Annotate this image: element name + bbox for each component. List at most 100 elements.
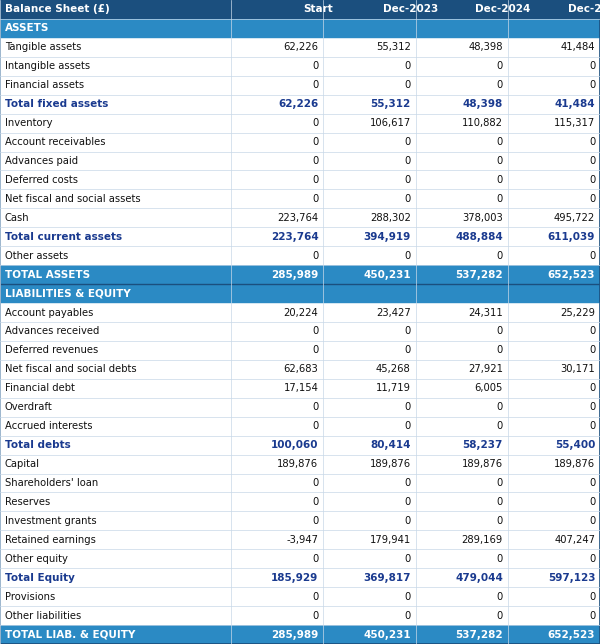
Text: 0: 0 [312,175,319,185]
Bar [323,473,416,493]
Text: 45,268: 45,268 [376,365,411,374]
Bar [323,303,416,322]
Text: 0: 0 [589,327,595,336]
Bar [231,398,323,417]
Bar [0,493,231,511]
Bar [0,625,231,644]
Bar [0,76,231,95]
Text: Balance Sheet (£): Balance Sheet (£) [5,5,110,14]
Bar [231,227,323,246]
Bar [0,209,231,227]
Bar [508,531,600,549]
Bar [508,606,600,625]
Bar [416,568,508,587]
Bar [416,322,508,341]
Text: 20,224: 20,224 [284,308,319,317]
Bar [416,265,508,284]
Bar [231,625,323,644]
Text: 450,231: 450,231 [363,630,411,639]
Text: 0: 0 [404,156,411,166]
Text: 0: 0 [497,137,503,147]
Text: 62,683: 62,683 [284,365,319,374]
Bar [508,341,600,360]
Bar [416,189,508,209]
Bar [416,379,508,398]
Text: 6,005: 6,005 [475,383,503,393]
Bar [231,76,323,95]
Text: 189,876: 189,876 [370,459,411,469]
Text: 0: 0 [312,592,319,601]
Text: 0: 0 [589,516,595,526]
Text: 11,719: 11,719 [376,383,411,393]
Bar [416,95,508,113]
Text: 0: 0 [497,156,503,166]
Text: 0: 0 [497,402,503,412]
Text: 0: 0 [312,156,319,166]
Text: Advances received: Advances received [5,327,99,336]
Bar [416,417,508,435]
Bar [231,606,323,625]
Bar [323,435,416,455]
Text: 0: 0 [497,611,503,621]
Text: Retained earnings: Retained earnings [5,535,95,545]
Bar [323,531,416,549]
Text: 189,876: 189,876 [462,459,503,469]
Bar [508,38,600,57]
Text: 41,484: 41,484 [560,43,595,52]
Bar [323,625,416,644]
Bar [0,549,231,568]
Bar [0,531,231,549]
Text: Total Equity: Total Equity [5,573,74,583]
Text: 0: 0 [404,478,411,488]
Text: Provisions: Provisions [5,592,55,601]
Text: 495,722: 495,722 [554,213,595,223]
Text: 0: 0 [312,61,319,71]
Bar [508,625,600,644]
Text: -3,947: -3,947 [286,535,319,545]
Bar [508,493,600,511]
Text: Dec-2024: Dec-2024 [475,5,530,14]
Bar [508,303,600,322]
Text: 537,282: 537,282 [455,630,503,639]
Bar [416,151,508,171]
Bar [323,113,416,133]
Text: 0: 0 [404,592,411,601]
Bar [323,133,416,151]
Text: 48,398: 48,398 [469,43,503,52]
Bar [416,0,508,19]
Text: 0: 0 [312,497,319,507]
Bar [323,360,416,379]
Text: 0: 0 [404,175,411,185]
Text: 223,764: 223,764 [271,232,319,242]
Text: 30,171: 30,171 [560,365,595,374]
Bar [508,151,600,171]
Text: Deferred revenues: Deferred revenues [5,345,98,355]
Bar [508,209,600,227]
Bar [323,171,416,189]
Text: TOTAL ASSETS: TOTAL ASSETS [5,270,90,279]
Text: Tangible assets: Tangible assets [5,43,81,52]
Bar [231,38,323,57]
Bar [323,455,416,473]
Text: 0: 0 [312,611,319,621]
Bar [0,511,231,531]
Bar [508,511,600,531]
Text: 652,523: 652,523 [548,270,595,279]
Bar [231,19,323,38]
Bar [416,587,508,606]
Bar [231,531,323,549]
Text: 27,921: 27,921 [468,365,503,374]
Text: 223,764: 223,764 [277,213,319,223]
Bar [416,76,508,95]
Text: 0: 0 [404,345,411,355]
Text: Total debts: Total debts [5,440,71,450]
Bar [416,133,508,151]
Text: Advances paid: Advances paid [5,156,78,166]
Bar [231,209,323,227]
Bar [416,303,508,322]
Bar [416,606,508,625]
Bar [231,473,323,493]
Bar [0,171,231,189]
Text: 189,876: 189,876 [554,459,595,469]
Bar [231,265,323,284]
